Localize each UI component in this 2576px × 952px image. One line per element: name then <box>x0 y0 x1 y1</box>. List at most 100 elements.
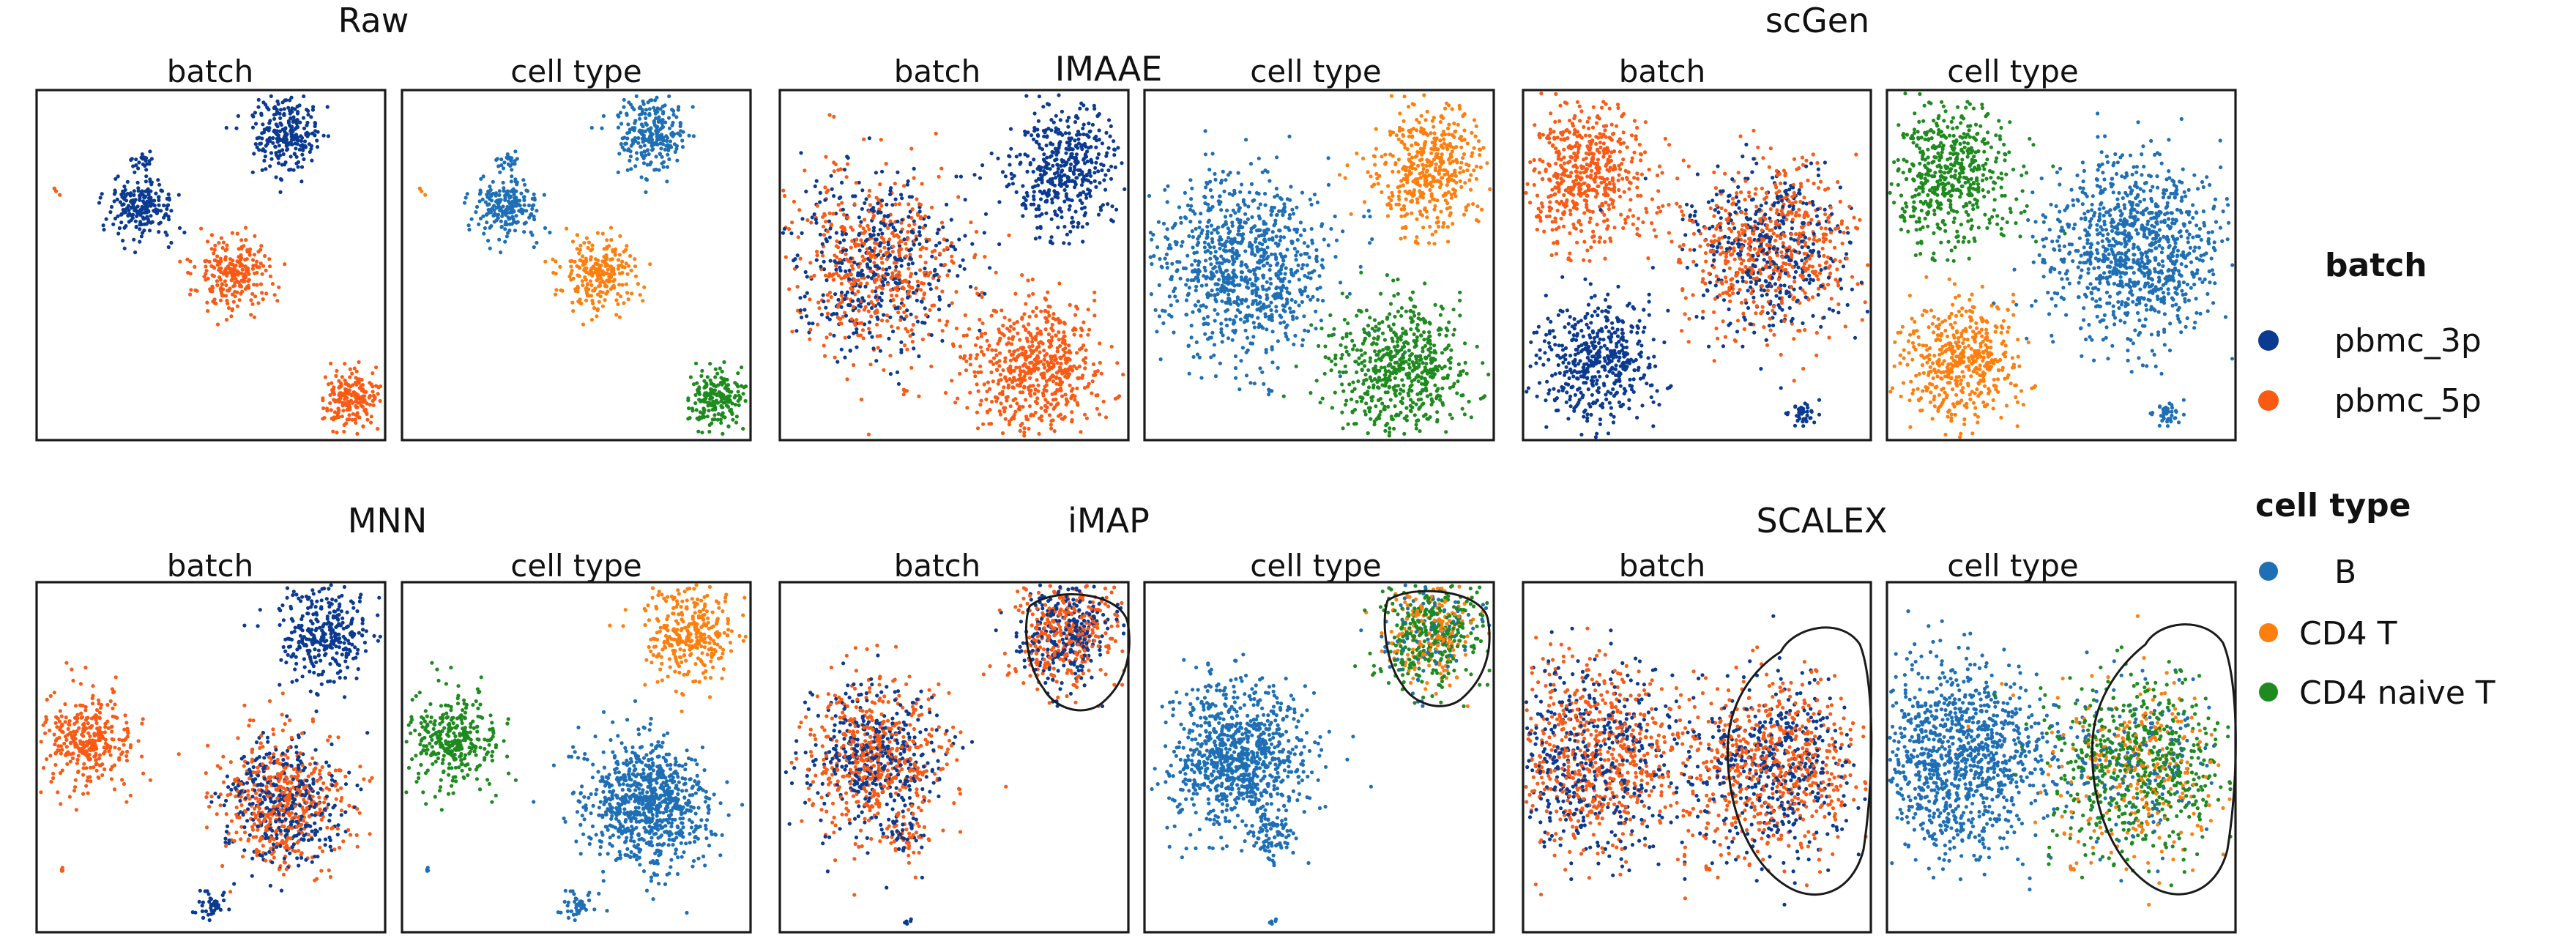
scatter-point <box>278 122 282 125</box>
scatter-point <box>638 113 641 116</box>
scatter-point <box>300 166 304 169</box>
scatter-point <box>856 289 860 293</box>
scatter-point <box>1058 356 1062 360</box>
scatter-point <box>1038 332 1042 335</box>
scatter-point <box>804 190 808 193</box>
scatter-point <box>1155 245 1159 249</box>
scatter-point <box>219 278 223 281</box>
scatter-point <box>978 176 982 180</box>
scatter-point <box>909 334 912 338</box>
scatter-point <box>795 265 799 269</box>
scatter-point <box>633 122 636 125</box>
scatter-point <box>1255 266 1259 269</box>
scatter-point <box>882 217 885 221</box>
scatter-point <box>1270 360 1274 364</box>
scatter-point <box>1005 342 1008 346</box>
scatter-point <box>1402 165 1406 168</box>
scatter-point <box>351 418 354 422</box>
scatter-point <box>1109 218 1113 222</box>
scatter-point <box>663 148 667 152</box>
scatter-point <box>294 146 297 150</box>
scatter-point <box>980 399 983 403</box>
scatter-point <box>1434 163 1438 166</box>
scatter-point <box>1405 175 1409 179</box>
scatter-point <box>1390 191 1393 195</box>
scatter-point <box>868 136 871 140</box>
scatter-point <box>649 133 652 137</box>
scatter-point <box>506 189 510 193</box>
scatter-point <box>1031 292 1035 296</box>
scatter-point <box>625 244 628 248</box>
scatter-point <box>340 383 343 387</box>
scatter-point <box>1415 217 1418 221</box>
scatter-point <box>1440 133 1444 137</box>
scatter-point <box>1069 396 1073 400</box>
scatter-point <box>1050 235 1054 239</box>
scatter-point <box>246 267 250 270</box>
scatter-point <box>1049 327 1053 330</box>
scatter-point <box>1402 207 1406 211</box>
scatter-point <box>1109 135 1112 138</box>
scatter-point <box>1256 316 1259 320</box>
scatter-point <box>1168 294 1172 298</box>
scatter-point <box>571 309 575 313</box>
scatter-point <box>129 158 133 162</box>
scatter-point <box>1277 242 1281 246</box>
scatter-point <box>722 360 726 364</box>
scatter-point <box>1061 337 1065 341</box>
scatter-point <box>1032 203 1035 207</box>
scatter-point <box>1028 376 1032 380</box>
scatter-point <box>189 288 193 291</box>
scatter-point <box>920 300 923 303</box>
scatter-point <box>1273 195 1276 198</box>
scatter-point <box>940 289 944 293</box>
scatter-point <box>1010 380 1014 384</box>
scatter-point <box>1335 239 1339 242</box>
scatter-point <box>1036 133 1040 137</box>
scatter-point <box>839 226 843 229</box>
scatter-point <box>888 223 892 227</box>
scatter-point <box>1219 321 1223 325</box>
scatter-point <box>1071 216 1074 220</box>
scatter-point <box>614 248 617 251</box>
scatter-point <box>869 269 873 273</box>
scatter-point <box>1047 188 1051 192</box>
scatter-point <box>1060 110 1064 114</box>
scatter-point <box>332 398 335 401</box>
scatter-point <box>1200 284 1204 288</box>
scatter-point <box>633 264 637 268</box>
scatter-point <box>885 203 888 207</box>
scatter-point <box>1203 241 1207 245</box>
scatter-point <box>1027 294 1031 297</box>
scatter-point <box>744 384 748 388</box>
scatter-point <box>568 259 572 263</box>
scatter-point <box>1056 361 1060 365</box>
scatter-point <box>890 294 893 297</box>
scatter-point <box>1085 222 1089 226</box>
scatter-point <box>290 132 294 135</box>
scatter-point <box>650 142 654 146</box>
scatter-point <box>902 287 906 291</box>
scatter-point <box>1213 172 1216 176</box>
scatter-point <box>1287 135 1291 138</box>
scatter-point <box>1044 192 1048 196</box>
scatter-point <box>623 265 627 269</box>
scatter-point <box>889 220 893 223</box>
scatter-point <box>296 142 299 146</box>
scatter-point <box>1035 348 1038 352</box>
scatter-point <box>278 112 282 116</box>
scatter-point <box>1035 361 1038 365</box>
scatter-point <box>277 286 280 289</box>
scatter-point <box>945 203 948 207</box>
scatter-point <box>124 198 128 202</box>
scatter-point <box>838 196 841 200</box>
scatter-point <box>851 267 855 271</box>
scatter-point <box>1072 172 1076 176</box>
scatter-point <box>1009 404 1013 408</box>
scatter-point <box>1210 231 1213 235</box>
scatter-point <box>823 354 827 358</box>
scatter-point <box>885 313 889 317</box>
scatter-point <box>1254 289 1257 292</box>
scatter-point <box>500 225 504 228</box>
scatter-point <box>1041 147 1044 151</box>
